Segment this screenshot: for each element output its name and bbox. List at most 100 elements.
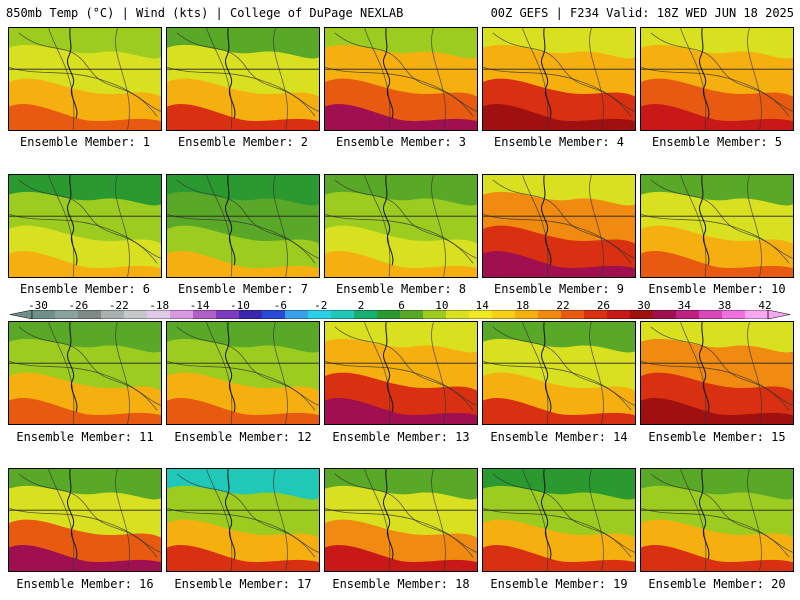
header-bar: 850mb Temp (°C) | Wind (kts) | College o… xyxy=(0,0,800,24)
contour-line-2 xyxy=(167,507,319,553)
contour-line-4 xyxy=(747,322,762,424)
temperature-field-map xyxy=(325,175,477,277)
colorbar-tick-label: 42 xyxy=(758,299,772,312)
contour-line-2 xyxy=(167,360,319,406)
contour-line-4 xyxy=(115,175,130,277)
run-valid-time: 00Z GEFS | F234 Valid: 18Z WED JUN 18 20… xyxy=(490,6,794,20)
coastline xyxy=(699,28,710,119)
map-panel-member-13 xyxy=(324,321,478,425)
temperature-field-map xyxy=(641,469,793,571)
colorbar-segment xyxy=(584,310,608,319)
contour-line-1 xyxy=(492,179,632,264)
contour-line-3 xyxy=(364,322,391,424)
colorbar-segment xyxy=(515,310,539,319)
map-panel-member-15 xyxy=(640,321,794,425)
ensemble-member-caption: Ensemble Member: 7 xyxy=(177,282,309,296)
contour-line-4 xyxy=(273,175,288,277)
map-panel-member-11 xyxy=(8,321,162,425)
temperature-field-map xyxy=(483,175,635,277)
product-title: 850mb Temp (°C) | Wind (kts) | College o… xyxy=(6,6,404,20)
contour-line-3 xyxy=(522,175,549,277)
temperature-field-map xyxy=(483,322,635,424)
ensemble-member-caption: Ensemble Member: 11 xyxy=(16,430,154,444)
temperature-band-4 xyxy=(167,544,319,571)
contour-line-3 xyxy=(206,28,233,130)
map-panel-member-16 xyxy=(8,468,162,572)
contour-line-1 xyxy=(492,326,632,411)
coastline xyxy=(541,469,552,560)
ensemble-member-caption: Ensemble Member: 5 xyxy=(651,135,783,149)
colorbar-segment xyxy=(653,310,677,319)
contour-line-2 xyxy=(641,360,793,406)
coastline xyxy=(67,322,78,413)
colorbar-tick-label: -22 xyxy=(108,299,129,312)
map-panel-member-17 xyxy=(166,468,320,572)
colorbar-segment xyxy=(262,310,286,319)
coastline xyxy=(383,175,394,266)
contour-line-3 xyxy=(680,175,707,277)
temperature-band-4 xyxy=(483,103,635,130)
contour-line-4 xyxy=(431,322,446,424)
contour-line-3 xyxy=(364,28,391,130)
temperature-band-4 xyxy=(641,250,793,277)
temperature-band-4 xyxy=(483,544,635,571)
contour-line-2 xyxy=(9,507,161,553)
coastline xyxy=(541,175,552,266)
contour-line-1 xyxy=(650,32,790,117)
ensemble-member-caption: Ensemble Member: 14 xyxy=(490,430,628,444)
contour-line-2 xyxy=(641,66,793,112)
contour-line-1 xyxy=(18,473,158,558)
coastline xyxy=(225,469,236,560)
contour-line-1 xyxy=(650,473,790,558)
colorbar-tick-label: 6 xyxy=(398,299,405,312)
contour-line-3 xyxy=(48,28,75,130)
coastline xyxy=(699,469,710,560)
temperature-field-map xyxy=(167,322,319,424)
colorbar-segment xyxy=(630,310,654,319)
coastline xyxy=(699,322,710,413)
map-panel-member-10 xyxy=(640,174,794,278)
temperature-band-4 xyxy=(9,544,161,571)
temperature-colorbar: -30 -26 -22 -18 -14 -10 -6 -2 2 6 10 14 18 22 26 30 34 38… xyxy=(10,299,790,319)
colorbar-segment xyxy=(561,310,585,319)
contour-line-3 xyxy=(48,175,75,277)
colorbar-segment xyxy=(469,310,493,319)
contour-line-3 xyxy=(522,322,549,424)
colorbar-segment xyxy=(446,310,470,319)
ensemble-member-caption: Ensemble Member: 4 xyxy=(493,135,625,149)
temperature-field-map xyxy=(641,175,793,277)
temperature-band-4 xyxy=(9,250,161,277)
contour-line-4 xyxy=(589,469,604,571)
colorbar-segment xyxy=(55,310,79,319)
temperature-band-4 xyxy=(483,397,635,424)
coastline xyxy=(383,28,394,119)
map-panel-member-18 xyxy=(324,468,478,572)
colorbar-tick-label: -6 xyxy=(273,299,287,312)
coastline xyxy=(541,28,552,119)
coastline xyxy=(225,28,236,119)
contour-line-2 xyxy=(325,213,477,259)
contour-line-4 xyxy=(747,28,762,130)
contour-line-1 xyxy=(334,473,474,558)
colorbar-tick-label: -18 xyxy=(149,299,170,312)
colorbar-segment xyxy=(216,310,240,319)
coastline xyxy=(67,469,78,560)
contour-line-1 xyxy=(176,32,316,117)
temperature-band-4 xyxy=(325,544,477,571)
colorbar-segment xyxy=(492,310,516,319)
contour-line-3 xyxy=(680,28,707,130)
colorbar-segment xyxy=(285,310,309,319)
map-panel-member-5 xyxy=(640,27,794,131)
temperature-band-4 xyxy=(641,103,793,130)
colorbar-tick-label: -10 xyxy=(230,299,250,312)
temperature-band-4 xyxy=(167,250,319,277)
contour-line-2 xyxy=(641,213,793,259)
temperature-field-map xyxy=(325,322,477,424)
ensemble-member-caption: Ensemble Member: 6 xyxy=(19,282,151,296)
colorbar-segment xyxy=(308,310,332,319)
ensemble-member-caption: Ensemble Member: 12 xyxy=(174,430,312,444)
colorbar-segment xyxy=(124,310,148,319)
temperature-field-map xyxy=(483,469,635,571)
contour-line-3 xyxy=(680,469,707,571)
temperature-field-map xyxy=(9,322,161,424)
